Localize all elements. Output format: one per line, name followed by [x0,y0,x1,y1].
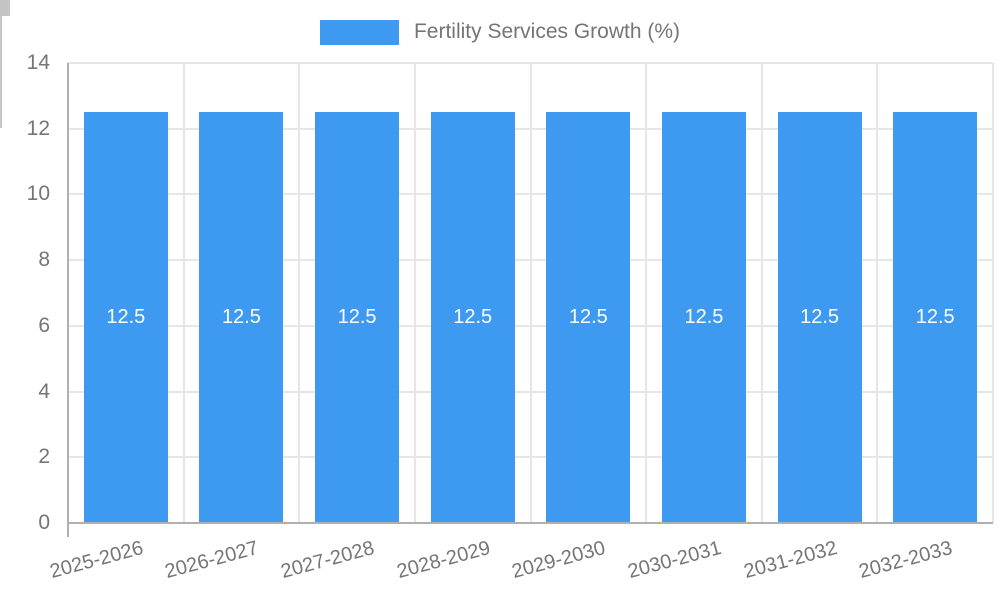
legend-swatch [319,19,399,45]
gridline-vertical [760,63,763,523]
gridline-vertical [529,63,532,523]
y-axis-line [67,63,69,537]
y-axis-tick-label: 10 [26,182,50,206]
y-axis-tick [0,10,10,12]
bar[interactable]: 12.5 [430,112,515,522]
y-axis-tick-label: 4 [38,379,50,403]
y-axis-tick-label: 0 [38,511,50,534]
bar[interactable]: 12.5 [893,112,978,522]
x-axis-line [68,522,993,524]
bar[interactable]: 12.5 [315,112,400,522]
y-axis-tick [0,12,10,14]
x-axis-tick [0,16,2,30]
x-axis-tick [0,44,2,58]
y-axis-tick [0,4,10,6]
bar-value-label: 12.5 [337,305,377,328]
y-axis-tick [0,6,10,8]
x-axis-tick [0,72,2,86]
x-axis-tick [0,86,2,100]
bar[interactable]: 12.5 [199,112,284,522]
gridline-vertical [876,63,879,523]
bar-value-label: 12.5 [221,305,261,328]
gridline-vertical [645,63,648,523]
bar-value-label: 12.5 [800,305,840,328]
bar[interactable]: 12.5 [546,112,631,522]
y-axis-tick [0,8,10,10]
y-axis-tick-label: 6 [38,313,50,337]
bar-value-label: 12.5 [915,305,955,328]
bar[interactable]: 12.5 [777,112,862,522]
bar[interactable]: 12.5 [83,112,168,522]
x-axis-tick [0,30,2,44]
bar-value-label: 12.5 [684,305,724,328]
y-axis-tick-label: 8 [38,248,50,272]
y-axis-tick [0,2,10,4]
gridline-vertical [182,63,185,523]
y-axis-tick-label: 14 [26,51,50,74]
y-axis-tick-label: 12 [26,116,50,140]
x-axis-tick [0,114,2,128]
gridline-vertical [992,63,994,523]
bar-value-label: 12.5 [568,305,608,328]
bar-value-label: 12.5 [453,305,493,328]
x-axis-tick [0,58,2,72]
chart-legend: Fertility Services Growth (%) [0,17,1000,47]
x-axis-tick [0,100,2,114]
gridline-vertical [298,63,301,523]
gridline-vertical [413,63,416,523]
y-axis-tick [0,14,10,16]
bar[interactable]: 12.5 [661,112,746,522]
y-axis-tick [0,0,10,2]
legend-label: Fertility Services Growth (%) [413,20,681,43]
y-axis-tick-label: 2 [38,445,50,469]
bar-value-label: 12.5 [106,305,146,328]
